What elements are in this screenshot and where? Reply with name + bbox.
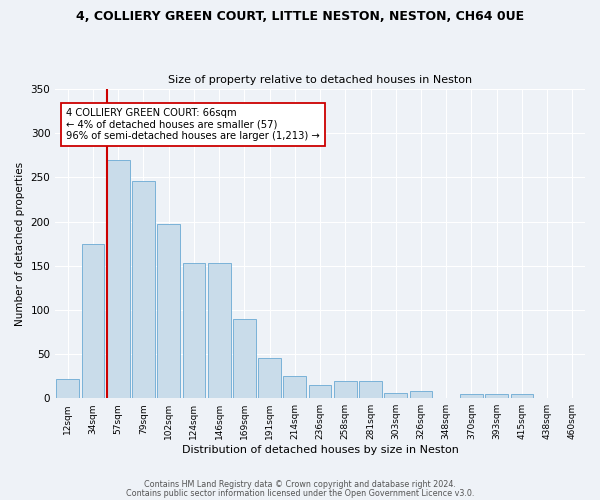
Bar [511, 394, 533, 398]
Bar [309, 385, 331, 398]
Bar [208, 263, 230, 398]
Bar [132, 181, 155, 398]
Text: Contains HM Land Registry data © Crown copyright and database right 2024.: Contains HM Land Registry data © Crown c… [144, 480, 456, 489]
Bar [258, 358, 281, 398]
Bar [233, 318, 256, 398]
Bar [82, 244, 104, 398]
Bar [56, 379, 79, 398]
Bar [283, 376, 306, 398]
Text: 4 COLLIERY GREEN COURT: 66sqm
← 4% of detached houses are smaller (57)
96% of se: 4 COLLIERY GREEN COURT: 66sqm ← 4% of de… [66, 108, 320, 141]
Y-axis label: Number of detached properties: Number of detached properties [15, 162, 25, 326]
Title: Size of property relative to detached houses in Neston: Size of property relative to detached ho… [168, 76, 472, 86]
Bar [334, 380, 356, 398]
Bar [359, 380, 382, 398]
Bar [410, 391, 433, 398]
Bar [460, 394, 483, 398]
Bar [182, 263, 205, 398]
Bar [385, 393, 407, 398]
Bar [157, 224, 180, 398]
Bar [107, 160, 130, 398]
Text: 4, COLLIERY GREEN COURT, LITTLE NESTON, NESTON, CH64 0UE: 4, COLLIERY GREEN COURT, LITTLE NESTON, … [76, 10, 524, 23]
Bar [485, 394, 508, 398]
Text: Contains public sector information licensed under the Open Government Licence v3: Contains public sector information licen… [126, 490, 474, 498]
X-axis label: Distribution of detached houses by size in Neston: Distribution of detached houses by size … [182, 445, 458, 455]
